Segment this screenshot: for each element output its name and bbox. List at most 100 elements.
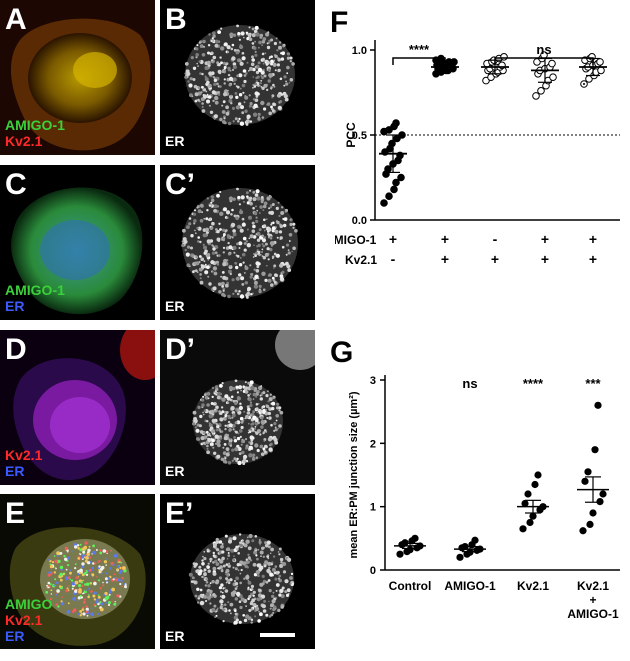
colocalized-speckle [74,567,77,570]
er-speckle [191,254,195,257]
er-speckle [265,32,270,37]
colocalized-speckle [77,557,81,560]
er-speckle [262,391,266,395]
colocalized-speckle [88,587,91,590]
colocalized-speckle [67,589,70,591]
colocalized-speckle [113,602,117,606]
colocalized-speckle [55,603,58,606]
er-speckle [269,235,273,239]
er-speckle [272,612,274,614]
er-speckle [225,412,228,415]
er-speckle [204,270,209,275]
er-speckle [268,589,272,593]
er-speckle [227,66,231,71]
er-speckle [279,223,282,226]
er-speckle [244,390,249,394]
er-speckle [199,414,203,419]
er-speckle [206,60,211,65]
er-speckle [222,289,225,292]
er-speckle [218,586,222,590]
colocalized-speckle [86,614,89,617]
panel-g-label: G [330,336,354,369]
er-speckle [228,539,232,544]
er-speckle [203,393,207,397]
er-speckle [268,397,273,402]
er-speckle [273,571,277,575]
colocalized-speckle [49,563,52,566]
er-speckle [234,612,238,616]
colocalized-speckle [79,568,83,573]
er-speckle [224,415,227,418]
er-speckle [211,418,216,423]
er-speckle [232,428,235,431]
colocalized-speckle [92,551,96,555]
er-speckle [239,416,244,421]
er-speckle [240,195,245,200]
er-speckle [255,392,259,396]
er-speckle [276,406,280,410]
colocalized-speckle [71,550,73,552]
er-speckle [190,234,194,238]
er-speckle [209,560,212,563]
er-speckle [256,411,259,414]
colocalized-speckle [92,562,95,565]
er-speckle [267,68,271,72]
colocalized-speckle [99,567,104,571]
er-speckle [205,435,208,438]
er-speckle [287,557,292,562]
er-speckle [207,253,211,257]
er-speckle [203,431,206,435]
er-speckle [240,31,245,36]
er-speckle [248,70,250,72]
panel-d2-label: D’ [165,333,195,366]
data-point [392,178,400,187]
er-speckle [239,121,245,126]
colocalized-speckle [84,541,88,545]
colocalized-speckle [59,552,63,555]
er-speckle [212,446,215,449]
panel-e-channel-kv: Kv2.1 [5,612,43,628]
er-speckle [215,537,219,542]
er-speckle [234,92,238,95]
er-speckle [251,221,255,225]
er-speckle [205,397,207,400]
er-speckle [260,385,263,388]
er-speckle [202,94,207,99]
er-speckle [271,406,275,411]
er-speckle [288,240,291,242]
er-speckle [243,410,246,413]
colocalized-speckle [120,579,123,582]
colocalized-speckle [88,545,91,548]
er-speckle [287,249,290,251]
colocalized-speckle [83,545,88,550]
er-speckle [255,456,259,459]
er-speckle [251,58,255,62]
er-speckle [267,579,271,582]
er-speckle [257,85,260,88]
er-speckle [260,70,265,75]
er-speckle [217,282,222,286]
panel-d-channel-er: ER [5,463,25,479]
er-speckle [235,50,240,55]
er-speckle [225,210,231,215]
colocalized-speckle [84,553,87,556]
er-speckle [246,61,249,64]
er-speckle [228,196,233,201]
er-speckle [233,439,238,443]
er-speckle [267,233,270,236]
er-speckle [212,566,217,571]
er-speckle [242,385,245,388]
er-speckle [247,546,252,551]
er-speckle [282,561,287,567]
colocalized-speckle [68,576,71,579]
er-speckle [206,80,210,85]
er-speckle [282,570,287,574]
er-speckle [258,84,261,87]
er-speckle [223,92,228,97]
colocalized-speckle [89,560,92,563]
colocalized-speckle [108,593,111,596]
er-speckle [213,76,216,80]
er-speckle [218,222,221,225]
er-speckle [245,414,249,419]
er-speckle [266,88,269,91]
